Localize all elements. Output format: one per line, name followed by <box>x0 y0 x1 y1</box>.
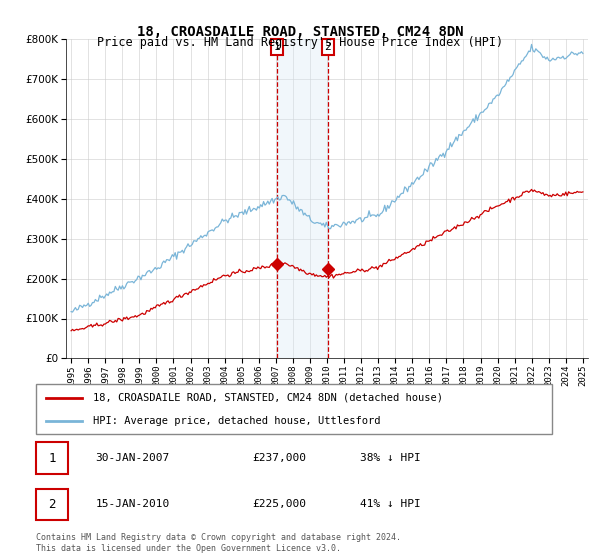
Text: 1: 1 <box>274 42 281 52</box>
FancyBboxPatch shape <box>36 488 68 520</box>
Text: 15-JAN-2010: 15-JAN-2010 <box>95 500 170 509</box>
Text: HPI: Average price, detached house, Uttlesford: HPI: Average price, detached house, Uttl… <box>93 417 380 426</box>
Text: 2: 2 <box>325 42 331 52</box>
Text: 18, CROASDAILE ROAD, STANSTED, CM24 8DN: 18, CROASDAILE ROAD, STANSTED, CM24 8DN <box>137 25 463 39</box>
Text: 41% ↓ HPI: 41% ↓ HPI <box>360 500 421 509</box>
Text: Price paid vs. HM Land Registry's House Price Index (HPI): Price paid vs. HM Land Registry's House … <box>97 36 503 49</box>
Text: 18, CROASDAILE ROAD, STANSTED, CM24 8DN (detached house): 18, CROASDAILE ROAD, STANSTED, CM24 8DN … <box>93 393 443 403</box>
Bar <box>277 39 328 358</box>
Text: Contains HM Land Registry data © Crown copyright and database right 2024.
This d: Contains HM Land Registry data © Crown c… <box>36 533 401 553</box>
Text: £237,000: £237,000 <box>252 453 306 463</box>
FancyBboxPatch shape <box>36 442 68 474</box>
Text: 1: 1 <box>49 451 56 465</box>
Text: 38% ↓ HPI: 38% ↓ HPI <box>360 453 421 463</box>
Text: £225,000: £225,000 <box>252 500 306 509</box>
Text: 30-JAN-2007: 30-JAN-2007 <box>95 453 170 463</box>
Text: 2: 2 <box>49 498 56 511</box>
